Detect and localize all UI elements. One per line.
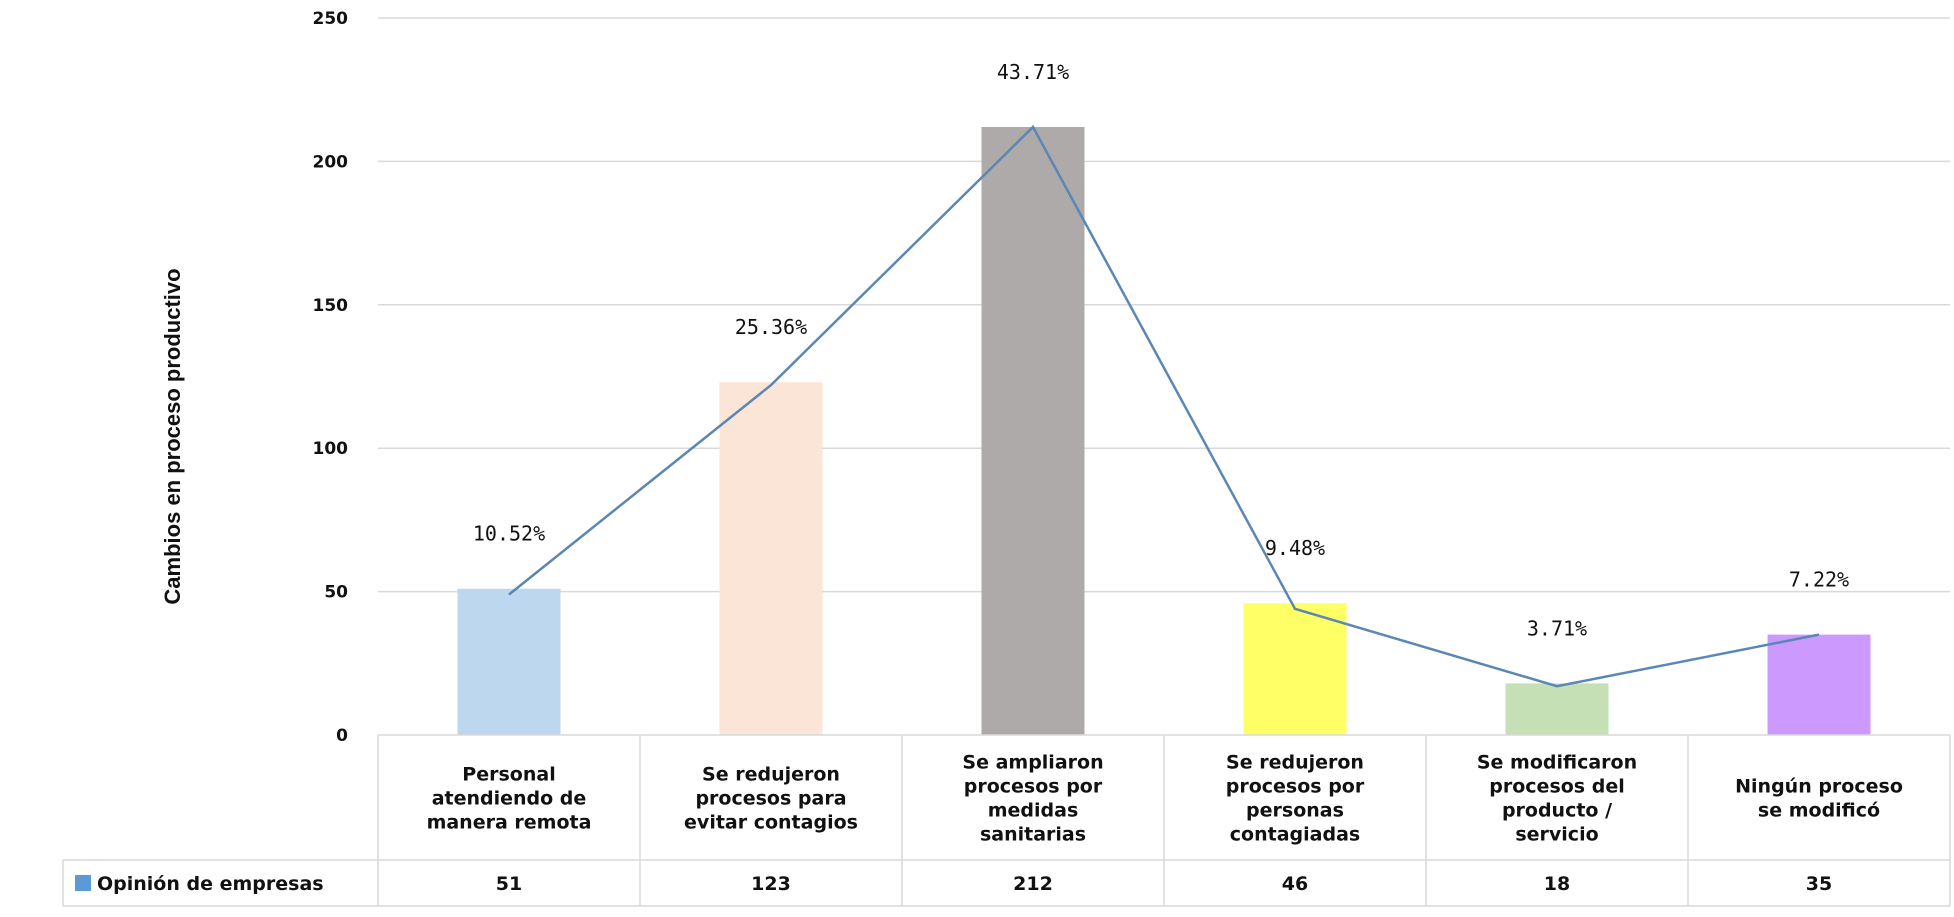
y-tick-label: 50 (324, 583, 348, 603)
table-value: 46 (1282, 873, 1308, 895)
category-label: Se redujeron procesos por personas contagia… (1226, 752, 1365, 846)
y-axis-ticks: 0 50 100 150 200 250 (313, 9, 349, 746)
bar (1506, 683, 1609, 735)
bars (458, 127, 1871, 735)
category-label: Se redujeron procesos para evitar contagio… (684, 764, 858, 834)
trend-line-path (509, 127, 1819, 686)
legend-label: Opinión de empresas (97, 873, 324, 895)
category-label: Ningún proceso se modificó (1735, 776, 1903, 822)
y-tick-label: 200 (313, 152, 349, 172)
table-value: 35 (1806, 873, 1832, 895)
y-tick-label: 250 (313, 9, 349, 29)
percent-label: 10.52% (473, 522, 545, 546)
percent-labels: 10.52% 25.36% 43.71% 9.48% 3.71% 7.22% (473, 60, 1849, 640)
data-table: Personal atendiendo de manera remota Se red… (63, 735, 1950, 906)
table-value: 51 (496, 873, 522, 895)
bar (458, 589, 561, 735)
bar (720, 382, 823, 735)
bar (1244, 603, 1347, 735)
table-value: 212 (1013, 873, 1053, 895)
percent-label: 9.48% (1265, 536, 1325, 560)
y-tick-label: 100 (313, 439, 349, 459)
table-value: 18 (1544, 873, 1570, 895)
table-value: 123 (751, 873, 791, 895)
bar (1768, 635, 1871, 735)
trend-line (509, 127, 1819, 686)
gridlines (378, 18, 1950, 592)
category-label: Se modificaron procesos del producto / serv… (1477, 752, 1637, 846)
bar (982, 127, 1085, 735)
y-tick-label: 0 (336, 726, 348, 746)
legend-swatch (75, 875, 91, 891)
percent-label: 25.36% (735, 315, 807, 339)
percent-label: 7.22% (1789, 568, 1849, 592)
y-tick-label: 150 (313, 296, 349, 316)
category-label: Se ampliaron procesos por medidas sanitaria… (962, 752, 1103, 846)
percent-label: 3.71% (1527, 616, 1587, 640)
percent-label: 43.71% (997, 60, 1069, 84)
y-axis-label: Cambios en proceso productivo (160, 268, 185, 604)
category-label: Personal atendiendo de manera remota (427, 764, 592, 834)
